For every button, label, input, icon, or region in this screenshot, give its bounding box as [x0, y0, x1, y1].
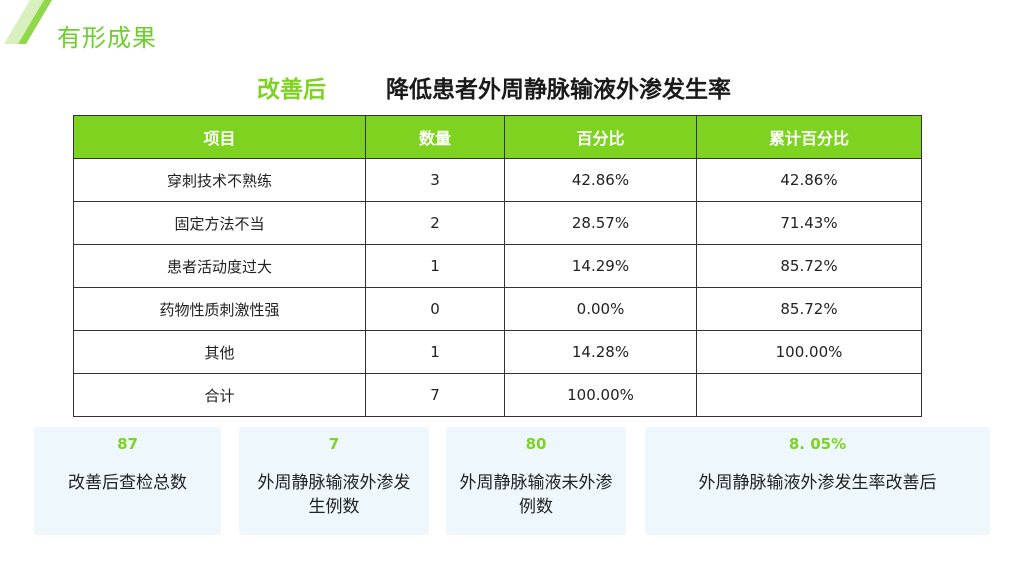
table-header-row: 项目 数量 百分比 累计百分比 — [73, 115, 922, 159]
cell-item: 其他 — [73, 330, 366, 374]
cell-percent: 28.57% — [504, 201, 697, 245]
table-row-total: 合计 7 100.00% — [73, 373, 922, 417]
cell-cumulative: 85.72% — [696, 244, 922, 288]
cell-percent: 0.00% — [504, 287, 697, 331]
heading-prefix: 改善后 — [257, 77, 326, 103]
table-row: 其他 1 14.28% 100.00% — [73, 330, 922, 374]
table-row: 穿刺技术不熟练 3 42.86% 42.86% — [73, 158, 922, 202]
cell-percent: 14.29% — [504, 244, 697, 288]
cell-percent: 14.28% — [504, 330, 697, 374]
stat-value: 87 — [117, 435, 138, 453]
stat-card-extravasation-cases: 7 外周静脉输液外渗发生例数 — [239, 427, 429, 535]
cell-item: 合计 — [73, 373, 366, 417]
stat-value: 7 — [328, 435, 340, 453]
cell-percent: 42.86% — [504, 158, 697, 202]
cell-percent: 100.00% — [504, 373, 697, 417]
cell-cumulative: 71.43% — [696, 201, 922, 245]
cell-item: 药物性质刺激性强 — [73, 287, 366, 331]
stat-label: 外周静脉输液外渗发生率改善后 — [698, 473, 937, 493]
cell-count: 7 — [365, 373, 505, 417]
cell-count: 1 — [365, 244, 505, 288]
cell-cumulative: 100.00% — [696, 330, 922, 374]
corner-stripes-decoration — [4, 0, 52, 44]
header-cumulative-percent: 累计百分比 — [696, 115, 922, 159]
stat-card-no-extravasation-cases: 80 外周静脉输液未外渗例数 — [446, 427, 626, 535]
stat-value: 80 — [525, 435, 547, 453]
heading-title: 降低患者外周静脉输液外渗发生率 — [386, 77, 731, 103]
section-title: 有形成果 — [57, 24, 157, 52]
header-item: 项目 — [73, 115, 366, 159]
cell-count: 1 — [365, 330, 505, 374]
cell-cumulative: 42.86% — [696, 158, 922, 202]
results-table: 项目 数量 百分比 累计百分比 穿刺技术不熟练 3 42.86% 42.86% … — [73, 115, 922, 417]
heading: 改善后 降低患者外周静脉输液外渗发生率 — [0, 70, 1024, 103]
header-percent: 百分比 — [504, 115, 697, 159]
header-count: 数量 — [365, 115, 505, 159]
stat-value: 8. 05% — [788, 435, 847, 453]
cell-count: 0 — [365, 287, 505, 331]
table-row: 药物性质刺激性强 0 0.00% 85.72% — [73, 287, 922, 331]
stat-label: 外周静脉输液未外渗例数 — [459, 473, 613, 517]
cell-cumulative — [696, 373, 922, 417]
table-row: 固定方法不当 2 28.57% 71.43% — [73, 201, 922, 245]
stat-label: 外周静脉输液外渗发生例数 — [257, 473, 411, 517]
stat-label: 改善后查检总数 — [68, 473, 187, 493]
cell-cumulative: 85.72% — [696, 287, 922, 331]
cell-count: 3 — [365, 158, 505, 202]
cell-item: 穿刺技术不熟练 — [73, 158, 366, 202]
table-row: 患者活动度过大 1 14.29% 85.72% — [73, 244, 922, 288]
stat-card-total-checks: 87 改善后查检总数 — [34, 427, 221, 535]
cell-item: 患者活动度过大 — [73, 244, 366, 288]
cell-item: 固定方法不当 — [73, 201, 366, 245]
cell-count: 2 — [365, 201, 505, 245]
stat-card-extravasation-rate: 8. 05% 外周静脉输液外渗发生率改善后 — [645, 427, 990, 535]
